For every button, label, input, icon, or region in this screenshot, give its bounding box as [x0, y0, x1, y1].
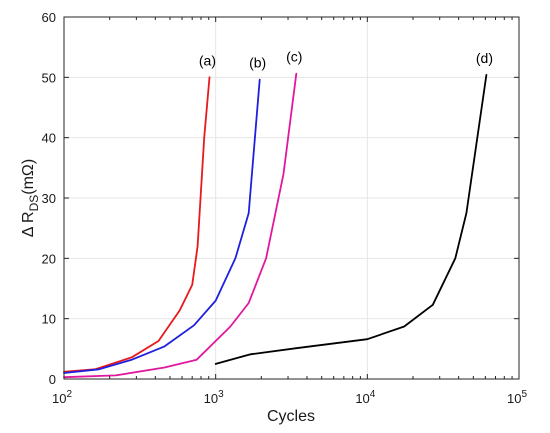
curve-label-d: (d)	[476, 50, 493, 66]
x-tick-label-base: 10	[52, 391, 66, 406]
series-line-a	[63, 76, 211, 373]
x-tick-label-exponent: 3	[218, 389, 224, 400]
y-tick-label: 20	[42, 251, 56, 266]
curve-label-c: (c)	[286, 49, 302, 65]
y-tick-label: 10	[42, 312, 56, 327]
x-tick-label-base: 10	[204, 391, 218, 406]
x-tick-label: 102	[52, 389, 72, 406]
y-axis-title-unit: (mΩ)	[20, 159, 37, 195]
curve-label-b: (b)	[249, 55, 266, 71]
x-axis-title: Cycles	[267, 408, 315, 425]
y-tick-label: 0	[49, 372, 56, 387]
curve-labels: (a) (b) (c) (d)	[199, 49, 493, 71]
curve-label-a: (a)	[199, 52, 216, 68]
y-tick-label: 40	[42, 131, 56, 146]
y-axis-title: Δ RDS(mΩ)	[20, 159, 41, 237]
y-tick-label: 50	[42, 70, 56, 85]
x-tick-label: 104	[355, 389, 375, 406]
x-tick-label-exponent: 4	[370, 389, 376, 400]
y-axis-title-subscript: DS	[27, 195, 41, 212]
x-tick-label-exponent: 2	[66, 389, 72, 400]
grid	[64, 17, 519, 379]
x-tick-label-base: 10	[507, 391, 521, 406]
x-tick-label-base: 10	[355, 391, 369, 406]
y-tick-label: 60	[42, 10, 56, 25]
x-tick-label: 105	[507, 389, 527, 406]
series-line-d	[214, 74, 488, 365]
series-lines	[63, 72, 488, 379]
x-tick-label-exponent: 5	[521, 389, 527, 400]
y-axis-title-main: Δ R	[20, 211, 37, 237]
series-line-b	[63, 78, 261, 374]
series-line-c	[63, 72, 298, 379]
x-tick-label: 103	[204, 389, 224, 406]
y-tick-label: 30	[42, 191, 56, 206]
